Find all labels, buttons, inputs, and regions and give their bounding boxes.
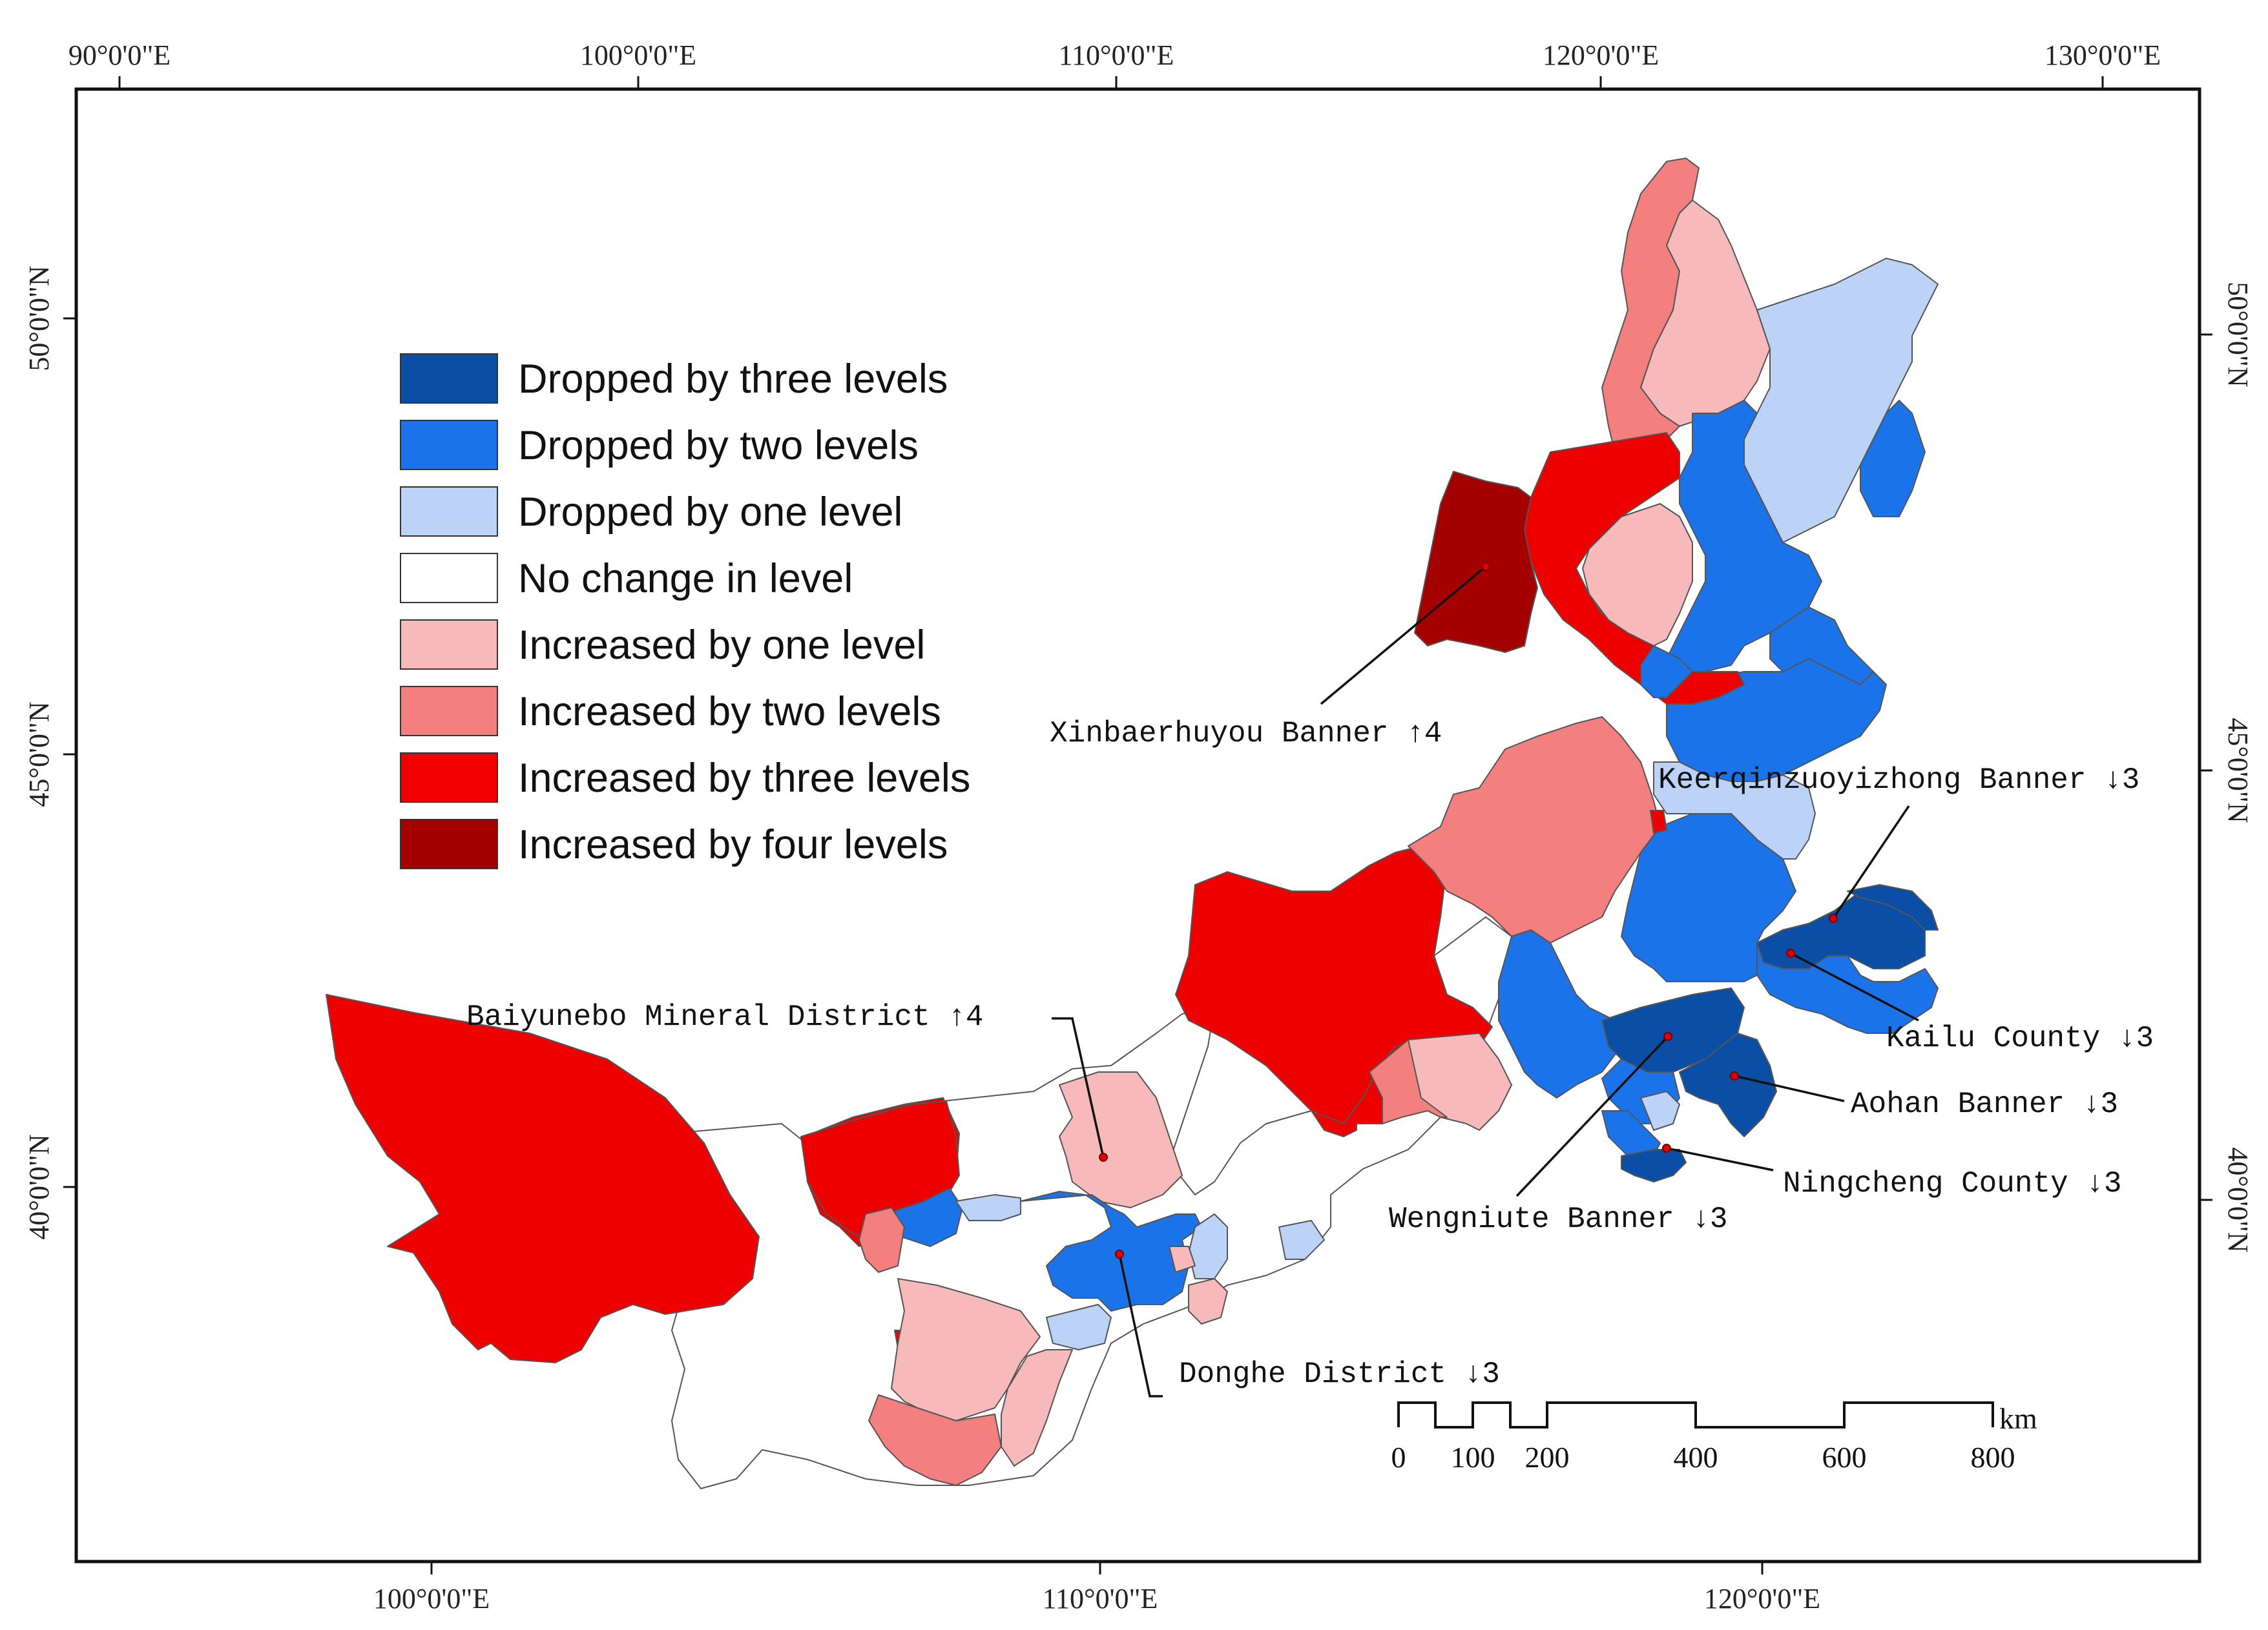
legend-swatch-increased-one (400, 619, 498, 670)
region-ordos-blue (1020, 1191, 1202, 1312)
legend-swatch-dropped-three (400, 353, 498, 404)
region-ordos-light-a (1046, 1304, 1112, 1350)
marker-ningcheng (1662, 1144, 1671, 1153)
graticule-ticks (63, 76, 2212, 1574)
bottom-lon-label-120: 120°0'0"E (1704, 1583, 1820, 1615)
marker-kailu (1786, 949, 1795, 958)
top-lon-label-100: 100°0'0"E (580, 39, 696, 71)
marker-aohan (1730, 1071, 1739, 1080)
region-ordos-south-light (891, 1278, 1041, 1421)
region-ordos-light-c (1278, 1220, 1325, 1260)
label-wengniute: Wengniute Banner ↓3 (1389, 1202, 1728, 1236)
region-ordos-pink-tiny (1169, 1246, 1196, 1273)
marker-keerqin (1829, 914, 1838, 923)
label-baiyunebo: Baiyunebo Mineral District ↑4 (466, 1000, 984, 1034)
region-kailu (1756, 891, 1926, 969)
scale-label-200: 200 (1525, 1441, 1570, 1474)
legend-swatch-increased-two (400, 686, 498, 736)
leader-baiyunebo (1052, 1017, 1105, 1158)
top-lon-label-90: 90°0'0"E (68, 39, 171, 71)
legend: Dropped by three levels Dropped by two l… (400, 353, 970, 869)
legend-label-dropped-one: Dropped by one level (518, 490, 902, 535)
legend-label-no-change: No change in level (518, 556, 853, 601)
marker-wengniute (1663, 1032, 1672, 1041)
region-hinggan-north-blue (1640, 645, 1693, 698)
leader-ningcheng (1666, 1147, 1774, 1171)
region-keerqin-south (1847, 884, 1939, 931)
left-lat-label-40: 40°0'0"N (23, 1134, 55, 1239)
region-dalate-light (955, 1194, 1021, 1221)
leader-aohan (1734, 1075, 1845, 1102)
scale-label-400: 400 (1674, 1441, 1718, 1474)
top-lon-label-120: 120°0'0"E (1543, 39, 1659, 71)
leader-wengniute (1515, 1035, 1669, 1197)
region-yakeshi (1666, 400, 1822, 672)
region-zhalantun (1769, 606, 1874, 685)
legend-swatch-dropped-two (400, 420, 498, 470)
legend-label-dropped-three: Dropped by three levels (518, 356, 948, 402)
marker-donghe (1115, 1250, 1124, 1259)
leader-keerqin (1832, 805, 1910, 919)
scale-label-600: 600 (1822, 1441, 1867, 1474)
scale-unit: km (1999, 1402, 2037, 1435)
label-keerqin: Keerqinzuoyizhong Banner ↓3 (1658, 763, 2139, 797)
left-lat-label-50: 50°0'0"N (23, 265, 55, 371)
region-south-pink-b (1369, 1039, 1448, 1124)
region-ordos-pink-small (1188, 1278, 1228, 1325)
region-xinbaerhuyou (1414, 471, 1538, 653)
region-alxa-west (326, 994, 760, 1363)
region-ewenki-light (1582, 503, 1693, 646)
label-donghe: Donghe District ↓3 (1179, 1357, 1500, 1391)
legend-label-increased-four: Increased by four levels (518, 822, 948, 867)
region-ordos-south-pink (868, 1394, 1002, 1486)
region-hinggan-light (1653, 761, 1816, 860)
leader-donghe (1118, 1253, 1163, 1398)
region-ordos-south-light-b (1001, 1349, 1073, 1467)
leader-kailu (1790, 952, 1919, 1022)
region-chifeng-north-blue (1498, 929, 1622, 1099)
leader-xinbaerhuyou (1320, 565, 1487, 705)
label-aohan: Aohan Banner ↓3 (1851, 1088, 2118, 1121)
region-morin-dawa (1860, 400, 1926, 517)
legend-label-increased-one: Increased by one level (518, 623, 925, 668)
legend-label-increased-three: Increased by three levels (518, 756, 970, 801)
legend-swatch-no-change (400, 553, 498, 603)
marker-xinbaerhuyou (1481, 562, 1490, 571)
legend-label-dropped-two: Dropped by two levels (518, 423, 919, 468)
top-lon-label-130: 130°0'0"E (2044, 39, 2161, 71)
scale-label-800: 800 (1971, 1441, 2015, 1474)
legend-swatch-increased-three (400, 752, 498, 803)
callouts: Xinbaerhuyou Banner ↑4 Keerqinzuoyizhong… (466, 562, 2154, 1398)
right-lat-label-45: 45°0'0"N (2222, 717, 2254, 823)
label-xinbaerhuyou: Xinbaerhuyou Banner ↑4 (1050, 717, 1442, 750)
bottom-lon-label-100: 100°0'0"E (373, 1583, 490, 1615)
legend-swatch-dropped-one (400, 486, 498, 537)
marker-baiyunebo (1099, 1153, 1108, 1162)
top-lon-label-110: 110°0'0"E (1059, 39, 1174, 71)
label-kailu: Kailu County ↓3 (1886, 1022, 2154, 1055)
regions-layer (326, 158, 1939, 1489)
scale-bar: km 0 100 200 400 600 800 (1391, 1401, 2037, 1474)
legend-label-increased-two: Increased by two levels (518, 689, 941, 734)
legend-swatch-increased-four (400, 819, 498, 869)
scale-label-0: 0 (1391, 1441, 1406, 1474)
label-ningcheng: Ningcheng County ↓3 (1783, 1167, 2122, 1201)
region-aohan (1679, 1033, 1777, 1137)
scale-label-100: 100 (1451, 1441, 1495, 1474)
right-lat-label-40: 40°0'0"N (2222, 1147, 2254, 1252)
region-no-change-central (671, 916, 1512, 1489)
region-baiyunebo (1059, 1071, 1183, 1208)
left-lat-label-45: 45°0'0"N (23, 701, 55, 807)
scale-bar-line (1397, 1401, 1994, 1429)
region-wuhai-pink (858, 1207, 905, 1273)
region-hinggan-red-small (1650, 810, 1667, 834)
region-chifeng-light (1640, 1091, 1680, 1131)
bottom-lon-label-110: 110°0'0"E (1043, 1583, 1158, 1615)
right-lat-label-50: 50°0'0"N (2222, 282, 2254, 387)
